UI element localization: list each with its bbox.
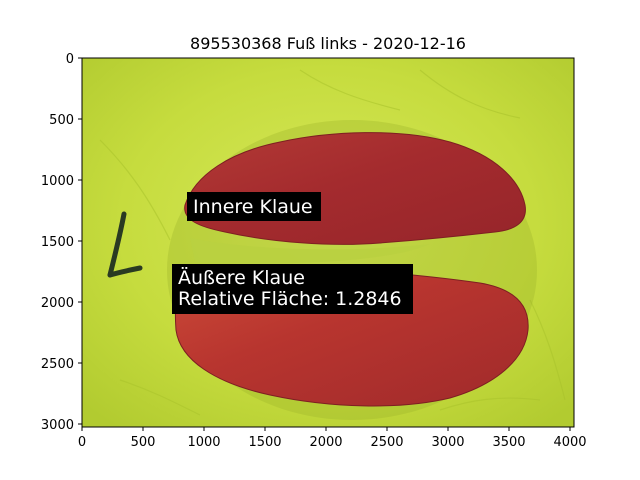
fabric-folds xyxy=(99,69,566,416)
x-tick-label: 2000 xyxy=(309,435,342,450)
x-tick-labels: 0 500 1000 1500 2000 2500 3000 3500 4000 xyxy=(78,435,587,450)
x-tick-label: 0 xyxy=(78,435,86,450)
outer-claw-label: Äußere Klaue xyxy=(178,266,305,289)
y-tick-label: 1000 xyxy=(41,174,74,189)
x-ticks xyxy=(81,427,571,431)
relative-area-label: Relative Fläche: 1.2846 xyxy=(178,288,402,310)
outer-claw-label-box xyxy=(172,264,413,314)
outer-claw-annotation: Äußere Klaue Relative Fläche: 1.2846 xyxy=(172,264,413,314)
x-tick-label: 1000 xyxy=(187,435,220,450)
figure-title: 895530368 Fuß links - 2020-12-16 xyxy=(190,34,466,53)
y-tick-label: 1500 xyxy=(41,235,74,250)
y-tick-label: 3000 xyxy=(41,418,74,433)
hand-mark-L xyxy=(107,211,143,278)
y-tick-label: 500 xyxy=(49,113,74,128)
y-ticks xyxy=(78,57,82,425)
x-tick-label: 3000 xyxy=(431,435,464,450)
x-tick-label: 3500 xyxy=(492,435,525,450)
axes-frame xyxy=(81,57,575,428)
inner-claw-label-box xyxy=(187,192,321,221)
y-tick-label: 2500 xyxy=(41,357,74,372)
x-tick-label: 1500 xyxy=(248,435,281,450)
x-tick-label: 4000 xyxy=(553,435,586,450)
photo xyxy=(82,58,574,427)
y-tick-labels: 0 500 1000 1500 2000 2500 3000 xyxy=(41,52,74,433)
y-tick-label: 0 xyxy=(66,52,74,67)
inner-claw-annotation: Innere Klaue xyxy=(187,192,321,221)
claw-gap xyxy=(190,238,430,264)
x-tick-label: 2500 xyxy=(370,435,403,450)
x-tick-label: 500 xyxy=(131,435,156,450)
inner-claw-label: Innere Klaue xyxy=(193,196,313,218)
y-tick-label: 2000 xyxy=(41,296,74,311)
